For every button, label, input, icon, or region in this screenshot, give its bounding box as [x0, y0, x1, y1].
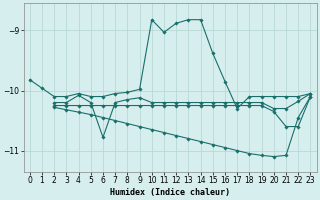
X-axis label: Humidex (Indice chaleur): Humidex (Indice chaleur) [110, 188, 230, 197]
